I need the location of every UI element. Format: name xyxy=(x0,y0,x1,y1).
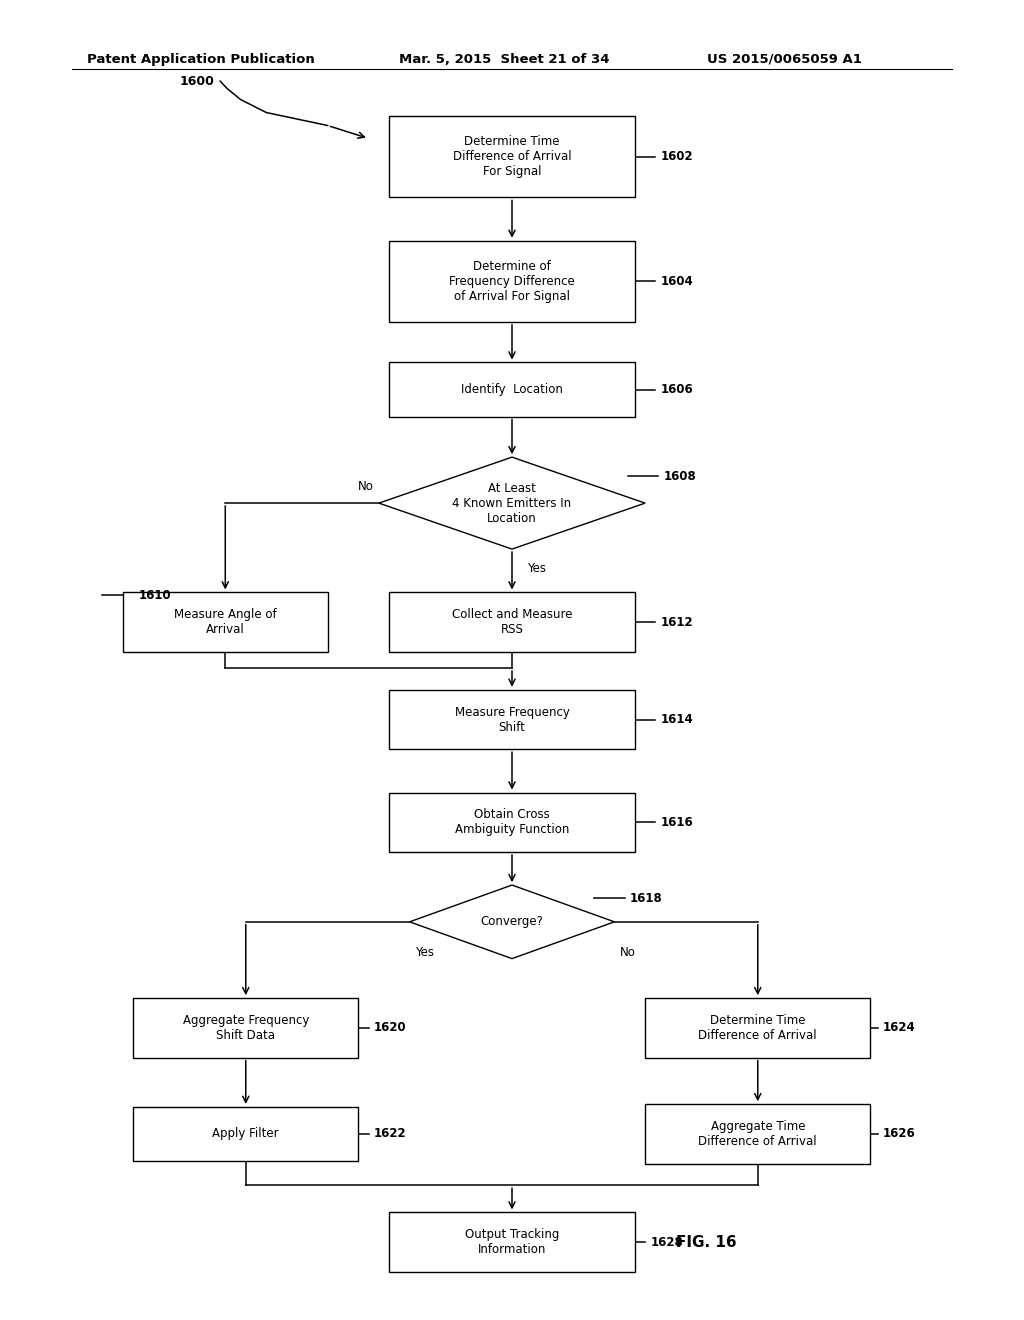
Text: Identify  Location: Identify Location xyxy=(461,383,563,396)
Text: FIG. 16: FIG. 16 xyxy=(676,1234,736,1250)
Text: 1624: 1624 xyxy=(883,1022,915,1035)
Text: 1616: 1616 xyxy=(660,816,693,829)
Text: Measure Angle of
Arrival: Measure Angle of Arrival xyxy=(174,609,276,636)
FancyBboxPatch shape xyxy=(389,593,635,652)
FancyBboxPatch shape xyxy=(389,363,635,417)
Text: Output Tracking
Information: Output Tracking Information xyxy=(465,1228,559,1257)
FancyBboxPatch shape xyxy=(389,792,635,851)
Text: 1612: 1612 xyxy=(660,615,693,628)
Text: 1622: 1622 xyxy=(374,1127,407,1140)
FancyBboxPatch shape xyxy=(133,998,358,1057)
Text: 1606: 1606 xyxy=(660,383,693,396)
Text: Aggregate Time
Difference of Arrival: Aggregate Time Difference of Arrival xyxy=(698,1119,817,1148)
Text: 1614: 1614 xyxy=(660,713,693,726)
Text: 1604: 1604 xyxy=(660,275,693,288)
Text: 1602: 1602 xyxy=(660,150,693,164)
Text: Measure Frequency
Shift: Measure Frequency Shift xyxy=(455,705,569,734)
Text: 1626: 1626 xyxy=(883,1127,915,1140)
Text: Determine Time
Difference of Arrival: Determine Time Difference of Arrival xyxy=(698,1014,817,1041)
Text: Obtain Cross
Ambiguity Function: Obtain Cross Ambiguity Function xyxy=(455,808,569,837)
FancyBboxPatch shape xyxy=(389,116,635,198)
Polygon shape xyxy=(410,884,614,958)
Text: Mar. 5, 2015  Sheet 21 of 34: Mar. 5, 2015 Sheet 21 of 34 xyxy=(399,53,610,66)
Text: Aggregate Frequency
Shift Data: Aggregate Frequency Shift Data xyxy=(182,1014,309,1041)
FancyBboxPatch shape xyxy=(389,240,635,322)
Text: No: No xyxy=(357,480,374,494)
Text: Apply Filter: Apply Filter xyxy=(212,1127,280,1140)
Text: Patent Application Publication: Patent Application Publication xyxy=(87,53,314,66)
Text: 1628: 1628 xyxy=(650,1236,683,1249)
FancyBboxPatch shape xyxy=(645,998,870,1057)
FancyBboxPatch shape xyxy=(389,1212,635,1272)
Text: Yes: Yes xyxy=(415,945,434,958)
FancyBboxPatch shape xyxy=(389,690,635,750)
Text: Collect and Measure
RSS: Collect and Measure RSS xyxy=(452,609,572,636)
Text: Yes: Yes xyxy=(527,562,547,576)
Polygon shape xyxy=(379,457,645,549)
Text: Determine of
Frequency Difference
of Arrival For Signal: Determine of Frequency Difference of Arr… xyxy=(450,260,574,302)
FancyBboxPatch shape xyxy=(645,1104,870,1164)
Text: At Least
4 Known Emitters In
Location: At Least 4 Known Emitters In Location xyxy=(453,482,571,524)
FancyBboxPatch shape xyxy=(133,1107,358,1162)
Text: 1600: 1600 xyxy=(179,75,214,87)
Text: 1618: 1618 xyxy=(630,891,663,904)
Text: Determine Time
Difference of Arrival
For Signal: Determine Time Difference of Arrival For… xyxy=(453,136,571,178)
FancyBboxPatch shape xyxy=(123,593,328,652)
Text: US 2015/0065059 A1: US 2015/0065059 A1 xyxy=(707,53,861,66)
Text: 1620: 1620 xyxy=(374,1022,407,1035)
Text: 1610: 1610 xyxy=(138,589,171,602)
Text: Converge?: Converge? xyxy=(480,915,544,928)
Text: No: No xyxy=(620,945,636,958)
Text: 1608: 1608 xyxy=(664,470,696,483)
